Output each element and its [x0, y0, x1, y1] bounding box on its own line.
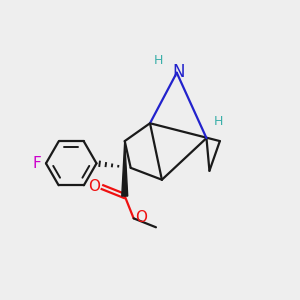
- Text: H: H: [154, 54, 164, 67]
- Text: H: H: [214, 115, 223, 128]
- Polygon shape: [122, 141, 128, 196]
- Text: N: N: [172, 63, 184, 81]
- Text: O: O: [88, 179, 100, 194]
- Text: F: F: [32, 156, 41, 171]
- Text: O: O: [135, 210, 147, 225]
